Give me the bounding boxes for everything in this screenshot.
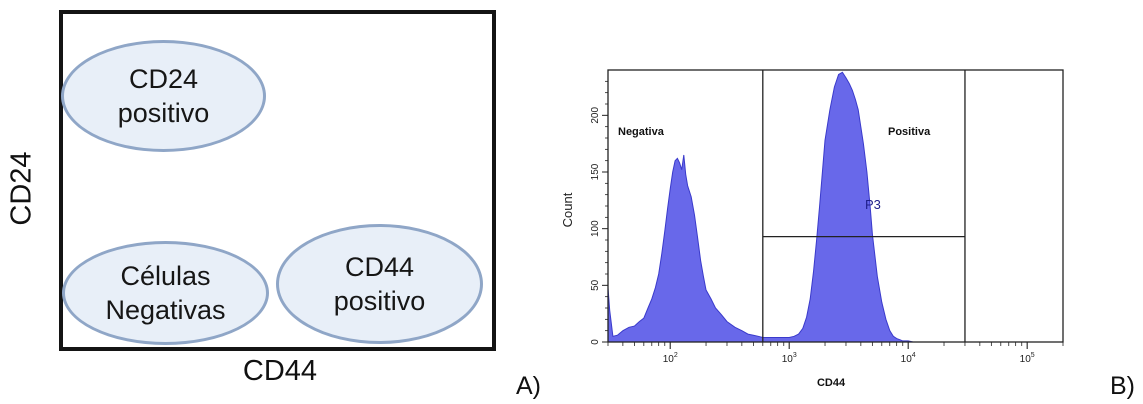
region-label-line2: Negativas bbox=[105, 295, 226, 325]
panel-b-histogram: 0 50 100 150 200 102 103 104 105 CD44 Count Negativ… bbox=[545, 60, 1105, 404]
y-tick-label: 0 bbox=[590, 339, 601, 345]
region-label-line2: positivo bbox=[117, 98, 210, 128]
region-label-negativa: Negativa bbox=[618, 126, 665, 138]
region-label-line1: CD44 bbox=[344, 252, 415, 282]
histogram-area-series-0 bbox=[607, 71, 1063, 343]
x-tick-label: 103 bbox=[782, 352, 797, 365]
y-tick-label: 200 bbox=[590, 107, 601, 124]
x-tick-label: 105 bbox=[1020, 352, 1035, 365]
gate-label-p3: P3 bbox=[865, 197, 881, 212]
x-axis-label-cd44: CD44 bbox=[242, 355, 318, 387]
y-axis-label-cd24: CD24 bbox=[5, 151, 38, 226]
region-label-line1: Células bbox=[120, 261, 211, 291]
region-label-line1: CD24 bbox=[128, 64, 199, 94]
region-label-positiva: Positiva bbox=[888, 126, 931, 138]
x-tick-label: 102 bbox=[663, 352, 678, 365]
y-tick-label: 50 bbox=[590, 279, 601, 291]
panel-letter-a: A) bbox=[516, 372, 541, 400]
panel-a-schematic: CD24 CD44 CD24 positivo Células Negativa… bbox=[0, 0, 560, 404]
y-tick-label: 100 bbox=[590, 220, 601, 237]
x-tick-label: 104 bbox=[901, 352, 916, 365]
panel-letter-b: B) bbox=[1110, 372, 1135, 400]
y-tick-label: 150 bbox=[590, 163, 601, 180]
region-cd24-positive: CD24 positivo bbox=[61, 40, 266, 152]
x-axis-label: CD44 bbox=[817, 377, 846, 389]
region-cd44-positive: CD44 positivo bbox=[276, 224, 483, 344]
region-negative-cells: Células Negativas bbox=[62, 241, 269, 345]
region-label-line2: positivo bbox=[333, 286, 426, 316]
histogram-chart: 0 50 100 150 200 102 103 104 105 CD44 Count Negativ… bbox=[560, 69, 1064, 389]
y-axis-label: Count bbox=[560, 192, 575, 227]
